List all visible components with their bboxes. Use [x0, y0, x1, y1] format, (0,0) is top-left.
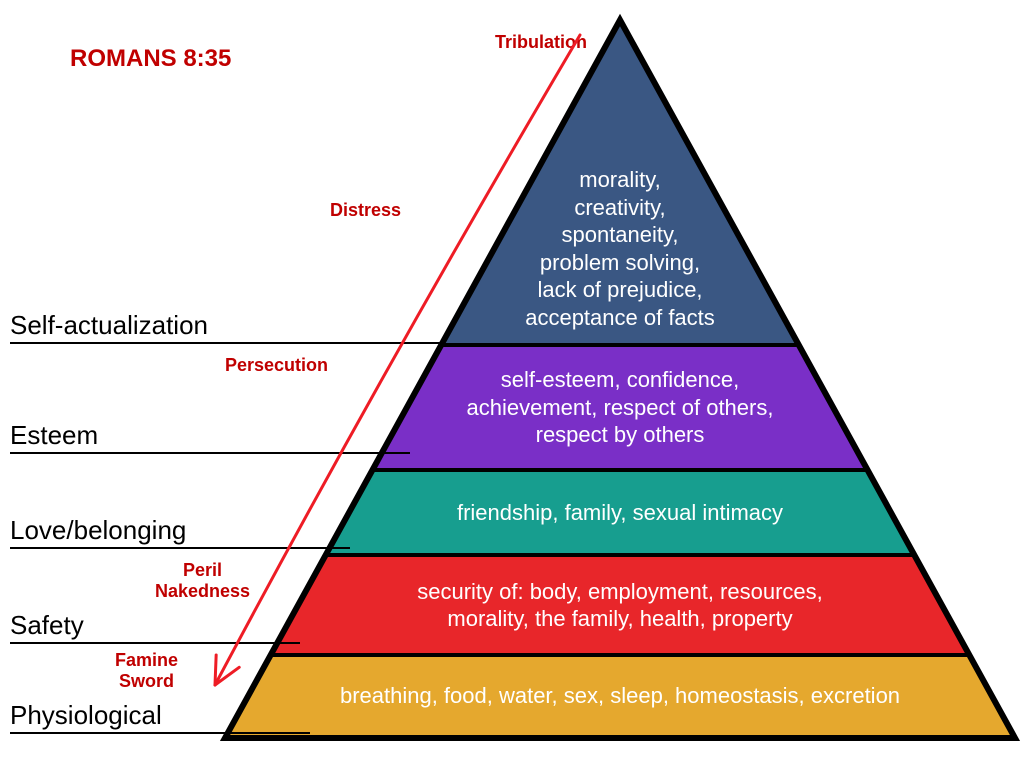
pyramid-text-love-belonging: friendship, family, sexual intimacy [270, 499, 970, 527]
level-label-self-actualization: Self-actualization [10, 310, 208, 341]
level-divider [10, 547, 350, 549]
red-annotation: PerilNakedness [155, 560, 250, 601]
level-divider [10, 732, 310, 734]
level-divider [10, 452, 410, 454]
pyramid-text-safety: security of: body, employment, resources… [270, 578, 970, 633]
level-label-safety: Safety [10, 610, 84, 641]
level-label-physiological: Physiological [10, 700, 162, 731]
red-annotation: FamineSword [115, 650, 178, 691]
pyramid-text-self-actualization: morality,creativity,spontaneity,problem … [270, 166, 970, 331]
pyramid-text-physiological: breathing, food, water, sex, sleep, home… [270, 682, 970, 710]
level-label-esteem: Esteem [10, 420, 98, 451]
title: ROMANS 8:35 [70, 45, 231, 73]
pyramid-text-esteem: self-esteem, confidence,achievement, res… [270, 366, 970, 449]
level-label-love-belonging: Love/belonging [10, 515, 186, 546]
red-annotation: Tribulation [495, 32, 587, 53]
red-annotation: Distress [330, 200, 401, 221]
red-annotation: Persecution [225, 355, 328, 376]
level-divider [10, 642, 300, 644]
level-divider [10, 342, 440, 344]
diagram-canvas: ROMANS 8:35 Physiological Safety Love/belo… [0, 0, 1024, 768]
